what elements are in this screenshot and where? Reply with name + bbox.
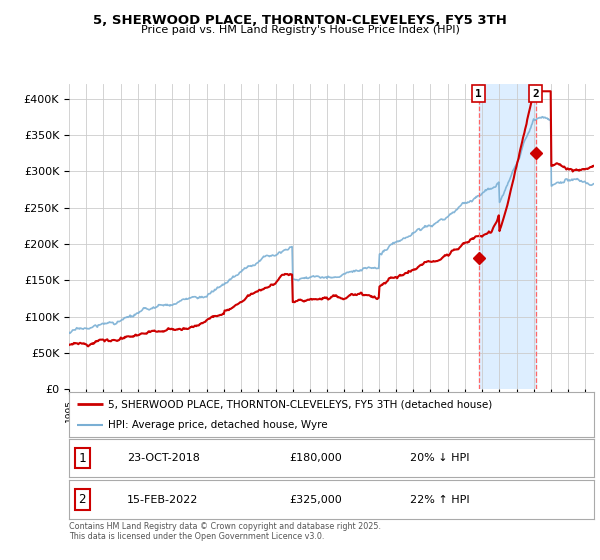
Text: 20% ↓ HPI: 20% ↓ HPI	[410, 453, 470, 463]
Bar	[479, 84, 536, 389]
Text: Price paid vs. HM Land Registry's House Price Index (HPI): Price paid vs. HM Land Registry's House …	[140, 25, 460, 35]
Text: 23-OCT-2018: 23-OCT-2018	[127, 453, 200, 463]
Text: 1: 1	[79, 451, 86, 465]
Text: 2: 2	[79, 493, 86, 506]
Text: HPI: Average price, detached house, Wyre: HPI: Average price, detached house, Wyre	[109, 419, 328, 430]
Text: 22% ↑ HPI: 22% ↑ HPI	[410, 494, 470, 505]
Text: Contains HM Land Registry data © Crown copyright and database right 2025.
This d: Contains HM Land Registry data © Crown c…	[69, 522, 381, 542]
Text: 15-FEB-2022: 15-FEB-2022	[127, 494, 198, 505]
Text: £325,000: £325,000	[290, 494, 342, 505]
Text: 5, SHERWOOD PLACE, THORNTON-CLEVELEYS, FY5 3TH (detached house): 5, SHERWOOD PLACE, THORNTON-CLEVELEYS, F…	[109, 399, 493, 409]
Text: 5, SHERWOOD PLACE, THORNTON-CLEVELEYS, FY5 3TH: 5, SHERWOOD PLACE, THORNTON-CLEVELEYS, F…	[93, 14, 507, 27]
Text: 2: 2	[532, 88, 539, 99]
Text: 1: 1	[475, 88, 482, 99]
Text: £180,000: £180,000	[290, 453, 342, 463]
